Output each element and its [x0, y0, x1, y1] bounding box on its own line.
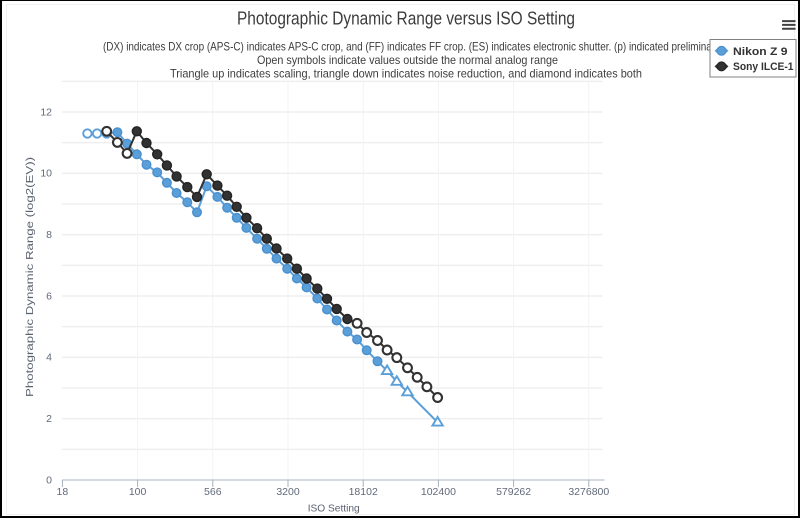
svg-text:ISO Setting: ISO Setting — [308, 503, 360, 515]
svg-text:8: 8 — [46, 229, 52, 241]
svg-text:6: 6 — [46, 290, 52, 302]
svg-text:579262: 579262 — [496, 486, 531, 498]
svg-text:4: 4 — [46, 352, 52, 364]
svg-text:3200: 3200 — [276, 486, 300, 498]
svg-text:Photographic Dynamic Range (lo: Photographic Dynamic Range (log2(EV)) — [25, 157, 36, 397]
svg-text:102400: 102400 — [421, 486, 456, 498]
svg-text:12: 12 — [40, 106, 52, 118]
svg-text:18102: 18102 — [349, 486, 378, 498]
svg-text:(DX) indicates DX crop (APS-C): (DX) indicates DX crop (APS-C) indicates… — [103, 39, 745, 53]
svg-text:Photographic Dynamic Range ver: Photographic Dynamic Range versus ISO Se… — [237, 8, 575, 29]
svg-text:Open symbols indicate values o: Open symbols indicate values outside the… — [257, 53, 558, 67]
svg-text:18: 18 — [57, 486, 69, 498]
svg-text:Nikon Z 9: Nikon Z 9 — [733, 46, 788, 58]
svg-text:566: 566 — [204, 486, 222, 498]
svg-text:0: 0 — [46, 474, 52, 486]
svg-text:2: 2 — [46, 413, 52, 425]
svg-text:3276800: 3276800 — [568, 486, 609, 498]
svg-text:10: 10 — [40, 168, 52, 180]
svg-text:100: 100 — [129, 486, 147, 498]
svg-text:Triangle up indicates scaling,: Triangle up indicates scaling, triangle … — [170, 67, 642, 81]
svg-text:Sony ILCE-1: Sony ILCE-1 — [733, 61, 794, 73]
